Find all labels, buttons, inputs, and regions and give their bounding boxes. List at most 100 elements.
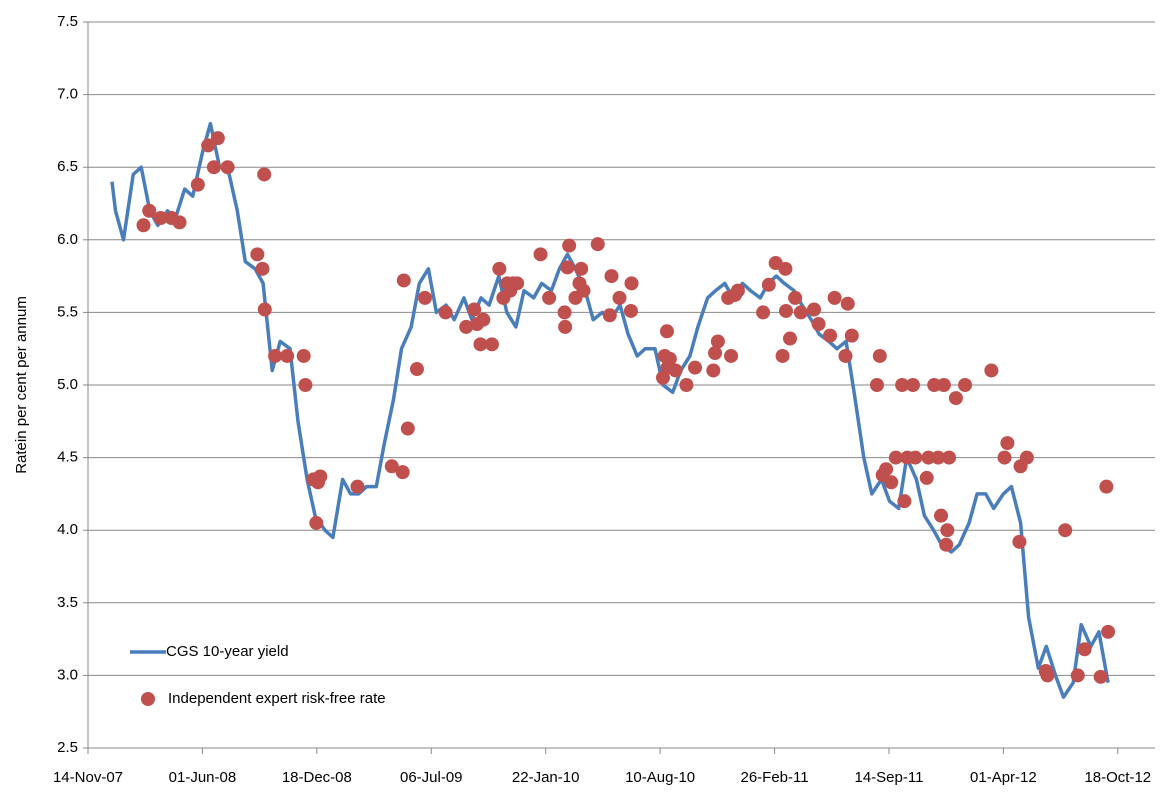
point [558,319,573,334]
point [280,348,295,363]
y-tick-label: 5.0 [57,376,78,393]
point [679,378,694,392]
point [939,537,954,552]
point [788,290,803,305]
point [395,465,410,480]
point [827,290,842,305]
point [350,479,365,494]
point [823,328,838,343]
point [438,305,453,320]
point [782,331,797,346]
y-tick-label: 3.5 [57,594,78,611]
point [153,211,168,226]
point [255,261,270,276]
point [560,260,575,275]
point [309,515,324,530]
point [190,177,205,192]
y-tick-label: 6.0 [57,231,78,248]
point [730,283,745,298]
point [476,312,491,327]
point [724,348,739,363]
point [602,308,617,323]
point [869,378,884,392]
point [459,319,474,334]
point [921,450,936,465]
y-tick-label: 6.5 [57,158,78,175]
point [250,247,265,262]
point [206,160,221,175]
point [1093,669,1108,684]
x-tick-label: 01-Apr-12 [970,769,1037,786]
point [895,378,910,392]
point [775,348,790,363]
x-tick-label: 06-Jul-09 [400,769,463,786]
point [268,348,283,363]
legend-swatch [141,692,155,706]
point [396,273,411,288]
point [940,523,955,538]
point [172,215,187,230]
point [313,469,328,484]
point [997,450,1012,465]
x-tick-label: 14-Sep-11 [854,769,923,786]
x-tick-label: 10-Aug-10 [625,769,695,786]
point [659,324,674,339]
point [623,303,638,318]
point [533,247,548,262]
legend-label: Independent expert risk-free rate [168,690,386,707]
point [612,290,627,305]
point [473,337,488,352]
point [879,462,894,477]
point [1077,642,1092,657]
point [400,421,415,436]
point [756,305,771,320]
point [927,378,942,392]
point [576,283,591,298]
point [948,391,963,406]
point [510,276,525,291]
point [492,261,507,276]
point [905,378,920,392]
point [624,276,639,291]
point [872,348,887,363]
point [1019,450,1034,465]
point [838,348,853,363]
point [257,302,272,317]
x-tick-label: 01-Jun-08 [169,769,237,786]
point [484,337,499,352]
legend-label: CGS 10-year yield [166,643,289,660]
y-tick-label: 4.0 [57,521,78,538]
point [384,459,399,474]
point [220,160,235,175]
point [574,261,589,276]
x-tick-label: 14-Nov-07 [53,769,123,786]
point [409,362,424,377]
y-tick-label: 7.5 [57,13,78,30]
point [590,237,605,252]
point [793,305,808,320]
point [710,334,725,349]
point [807,302,822,317]
point [257,167,272,182]
point [706,363,721,378]
point [688,360,703,375]
point [298,378,313,392]
point [210,131,225,146]
y-tick-label: 4.5 [57,449,78,466]
y-axis-label: Ratein per cent per annum [13,296,30,474]
point [1099,479,1114,494]
point [417,290,432,305]
point [844,328,859,343]
point [840,296,855,311]
point [908,450,923,465]
y-tick-label: 5.5 [57,303,78,320]
y-tick-label: 7.0 [57,86,78,103]
point [562,238,577,253]
x-tick-label: 18-Oct-12 [1084,769,1151,786]
y-tick-label: 2.5 [57,739,78,756]
point [662,351,677,366]
point [1000,436,1015,451]
point [1058,523,1073,538]
point [919,470,934,485]
